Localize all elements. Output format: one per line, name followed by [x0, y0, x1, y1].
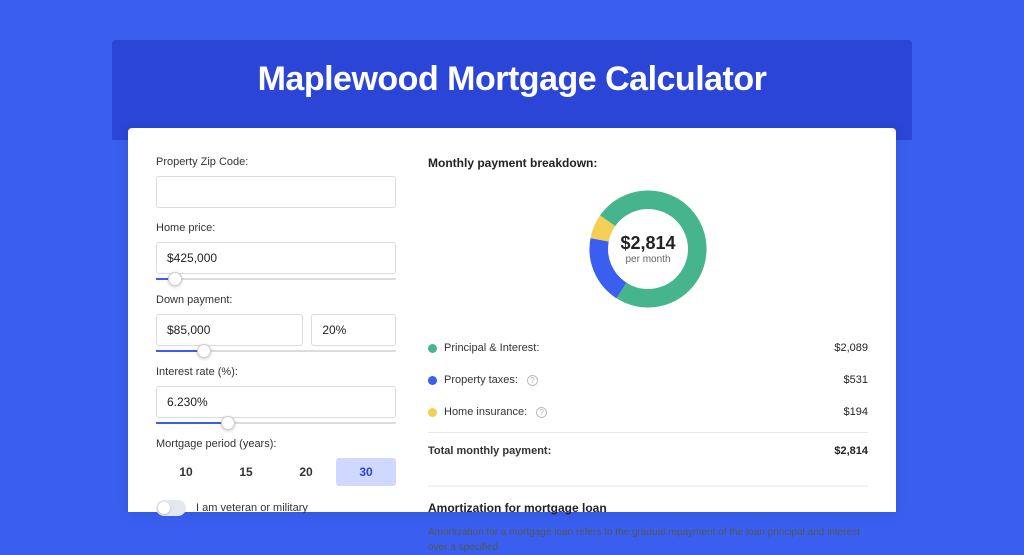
legend-dot [428, 344, 437, 353]
interest-rate-slider[interactable] [156, 422, 396, 424]
breakdown-item: Principal & Interest: $2,089 [428, 332, 868, 364]
breakdown-column: Monthly payment breakdown: $2,814 per mo… [428, 156, 868, 512]
interest-rate-input[interactable] [156, 386, 396, 418]
down-payment-label: Down payment: [156, 294, 396, 306]
down-payment-slider-thumb[interactable] [197, 344, 211, 358]
legend-dot [428, 408, 437, 417]
interest-rate-field-group: Interest rate (%): [156, 366, 396, 424]
total-row: Total monthly payment: $2,814 [428, 432, 868, 467]
zip-field-group: Property Zip Code: [156, 156, 396, 208]
breakdown-item-value: $2,089 [834, 342, 868, 354]
veteran-toggle[interactable] [156, 500, 186, 516]
mortgage-period-buttons: 10152030 [156, 458, 396, 486]
page-title: Maplewood Mortgage Calculator [0, 60, 1024, 99]
calculator-card: Property Zip Code: Home price: Down paym… [128, 128, 896, 512]
breakdown-item: Home insurance:? $194 [428, 396, 868, 428]
donut-sub: per month [625, 254, 670, 265]
home-price-slider[interactable] [156, 278, 396, 280]
breakdown-items: Principal & Interest: $2,089 Property taxe… [428, 332, 868, 428]
mortgage-period-field-group: Mortgage period (years): 10152030 [156, 438, 396, 486]
breakdown-title: Monthly payment breakdown: [428, 156, 868, 170]
home-price-label: Home price: [156, 222, 396, 234]
veteran-label: I am veteran or military [196, 502, 308, 514]
mortgage-period-option-10[interactable]: 10 [156, 458, 216, 486]
breakdown-item-value: $194 [844, 406, 868, 418]
legend-dot [428, 376, 437, 385]
info-icon[interactable]: ? [527, 375, 538, 386]
interest-rate-slider-thumb[interactable] [221, 416, 235, 430]
breakdown-item-label: Property taxes: [444, 374, 518, 386]
zip-input[interactable] [156, 176, 396, 208]
donut-center: $2,814 per month [583, 184, 713, 314]
zip-label: Property Zip Code: [156, 156, 396, 168]
amortization-text: Amortization for a mortgage loan refers … [428, 525, 868, 555]
down-payment-amount-input[interactable] [156, 314, 303, 346]
down-payment-pct-input[interactable] [311, 314, 396, 346]
veteran-toggle-row: I am veteran or military [156, 500, 396, 516]
home-price-field-group: Home price: [156, 222, 396, 280]
donut-wrap: $2,814 per month [428, 184, 868, 314]
total-value: $2,814 [834, 445, 868, 457]
total-label: Total monthly payment: [428, 445, 551, 457]
breakdown-item-label: Principal & Interest: [444, 342, 539, 354]
breakdown-item-label: Home insurance: [444, 406, 527, 418]
home-price-input[interactable] [156, 242, 396, 274]
mortgage-period-option-20[interactable]: 20 [276, 458, 336, 486]
breakdown-item-value: $531 [844, 374, 868, 386]
amortization-title: Amortization for mortgage loan [428, 501, 868, 515]
home-price-slider-thumb[interactable] [168, 272, 182, 286]
interest-rate-slider-fill [156, 422, 228, 424]
down-payment-slider[interactable] [156, 350, 396, 352]
amortization-section: Amortization for mortgage loan Amortizat… [428, 485, 868, 555]
mortgage-period-label: Mortgage period (years): [156, 438, 396, 450]
interest-rate-label: Interest rate (%): [156, 366, 396, 378]
down-payment-field-group: Down payment: [156, 294, 396, 352]
form-column: Property Zip Code: Home price: Down paym… [156, 156, 396, 512]
donut-amount: $2,814 [620, 233, 675, 254]
payment-donut-chart: $2,814 per month [583, 184, 713, 314]
mortgage-period-option-30[interactable]: 30 [336, 458, 396, 486]
mortgage-period-option-15[interactable]: 15 [216, 458, 276, 486]
info-icon[interactable]: ? [536, 407, 547, 418]
breakdown-item: Property taxes:? $531 [428, 364, 868, 396]
